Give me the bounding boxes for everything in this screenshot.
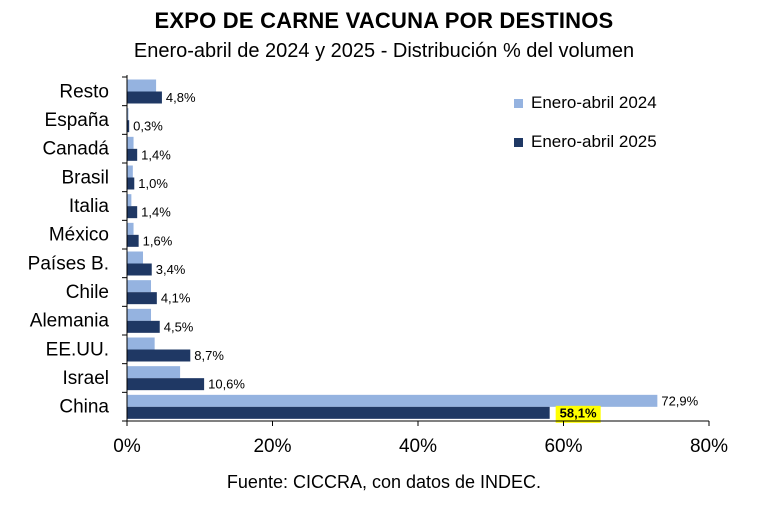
legend-swatch-2024 [514, 98, 523, 108]
legend-label-2025: Enero-abril 2025 [531, 132, 657, 151]
data-label-2024-cat-11: 72,9% [661, 393, 698, 408]
x-tick-label: 80% [690, 436, 728, 457]
chart-subtitle: Enero-abril de 2024 y 2025 - Distribució… [133, 40, 635, 62]
bar-2024-cat-0 [127, 79, 157, 92]
legend-item-2025: Enero-abril 2025 [514, 132, 657, 152]
bar-2025-cat-9 [127, 349, 191, 362]
category-label-cat-4: Italia [69, 196, 110, 217]
x-tick-label: 60% [544, 436, 582, 457]
category-label-cat-10: Israel [63, 368, 109, 389]
bar-2024-cat-1 [127, 108, 129, 121]
bar-2025-cat-3 [127, 177, 135, 190]
data-label-2025-cat-9: 8,7% [194, 348, 224, 363]
bar-2024-cat-8 [127, 308, 152, 321]
data-label-2025-cat-2: 1,4% [141, 147, 171, 162]
x-tick-label: 20% [253, 436, 291, 457]
bar-2024-cat-6 [127, 251, 144, 264]
data-label-2025-cat-6: 3,4% [156, 262, 186, 277]
data-label-2025-cat-3: 1,0% [138, 176, 168, 191]
bar-2025-cat-10 [127, 378, 205, 391]
chart-title: EXPO DE CARNE VACUNA POR DESTINOS [154, 8, 614, 33]
category-label-cat-8: Alemania [30, 311, 110, 332]
bar-2024-cat-7 [127, 280, 152, 293]
legend-label-2024: Enero-abril 2024 [531, 93, 657, 112]
data-label-2025-cat-0: 4,8% [166, 90, 196, 105]
legend: Enero-abril 2024 Enero-abril 2025 [514, 93, 657, 171]
bar-2024-cat-3 [127, 165, 133, 178]
data-label-2025-cat-4: 1,4% [141, 205, 171, 220]
category-label-cat-0: Resto [59, 81, 109, 102]
bar-2025-cat-5 [127, 234, 139, 247]
bar-2025-cat-7 [127, 292, 157, 305]
data-label-2025-cat-8: 4,5% [164, 319, 194, 334]
bar-2025-cat-11 [127, 406, 550, 419]
data-label-2025-cat-7: 4,1% [161, 291, 191, 306]
bar-2024-cat-10 [127, 366, 181, 379]
bar-2025-cat-4 [127, 206, 138, 219]
bar-2024-cat-2 [127, 136, 134, 149]
legend-item-2024: Enero-abril 2024 [514, 93, 657, 113]
x-tick-label: 0% [113, 436, 141, 457]
category-label-cat-3: Brasil [61, 167, 109, 188]
data-label-2025-cat-5: 1,6% [143, 233, 173, 248]
category-label-cat-5: México [49, 225, 109, 246]
legend-swatch-2025 [514, 137, 523, 147]
bar-2025-cat-6 [127, 263, 152, 276]
bar-2024-cat-5 [127, 222, 134, 235]
highlight-box [555, 405, 601, 423]
source-note: Fuente: CICCRA, con datos de INDEC. [226, 472, 542, 492]
bar-2024-cat-4 [127, 194, 132, 207]
category-label-cat-7: Chile [66, 282, 109, 303]
bar-2025-cat-0 [127, 91, 162, 104]
data-label-2025-cat-11: 58,1% [560, 405, 597, 420]
category-label-cat-1: España [45, 110, 110, 131]
bar-2025-cat-8 [127, 320, 160, 333]
bar-2025-cat-1 [127, 120, 130, 133]
x-tick-label: 40% [399, 436, 437, 457]
data-label-2025-cat-10: 10,6% [208, 377, 245, 392]
bar-2024-cat-9 [127, 337, 155, 350]
category-label-cat-9: EE.UU. [46, 339, 109, 360]
bar-2024-cat-11 [127, 394, 658, 407]
data-label-2025-cat-1: 0,3% [133, 119, 163, 134]
category-label-cat-2: Canadá [42, 139, 109, 160]
category-label-cat-11: China [59, 397, 109, 418]
bar-2025-cat-2 [127, 148, 138, 161]
category-label-cat-6: Países B. [28, 253, 109, 274]
